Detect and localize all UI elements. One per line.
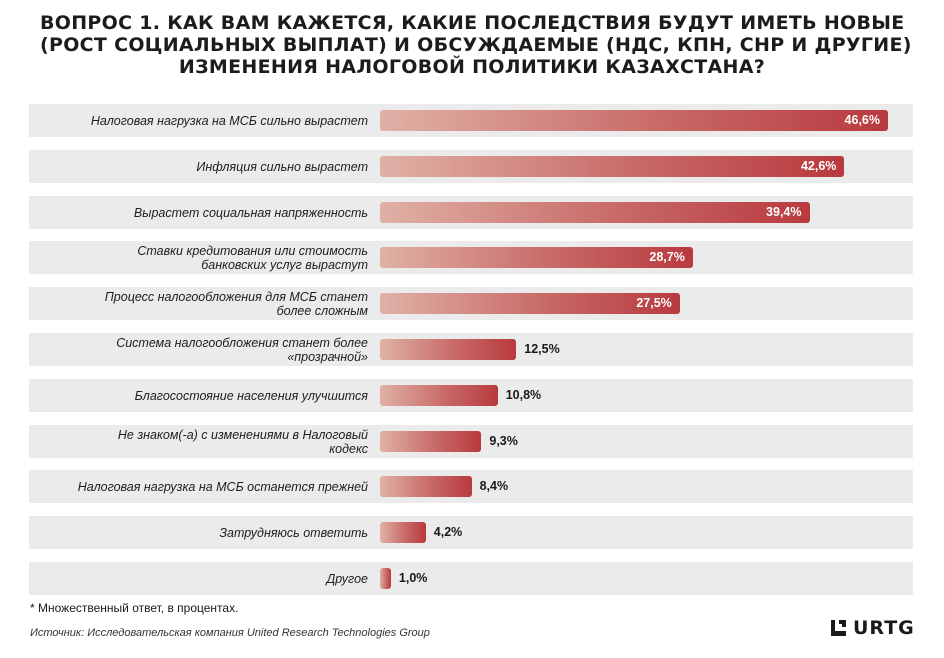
bar: [380, 247, 693, 268]
title-line-1: ВОПРОС 1. КАК ВАМ КАЖЕТСЯ, КАКИЕ ПОСЛЕДС…: [40, 12, 905, 34]
category-label-line: Налоговая нагрузка на МСБ сильно вырасте…: [90, 113, 368, 128]
category-label-line: Ставки кредитования или стоимость: [137, 243, 368, 258]
category-label: Другое: [28, 562, 368, 595]
category-label: Благосостояние населения улучшится: [28, 379, 368, 412]
bar: [380, 293, 680, 314]
category-label-line: Не знаком(-а) с изменениями в Налоговый: [117, 427, 368, 442]
category-label: Не знаком(-а) с изменениями в Налоговый к…: [28, 425, 368, 458]
category-label-line: Инфляция сильно вырастет: [196, 159, 368, 174]
data-label: 1,0%: [398, 571, 428, 585]
bar: [380, 110, 888, 131]
logo-mark-icon: [831, 620, 846, 636]
data-label: 42,6%: [800, 159, 837, 173]
category-label-line: Затрудняюсь ответить: [219, 525, 368, 540]
chart-title: ВОПРОС 1. КАК ВАМ КАЖЕТСЯ, КАКИЕ ПОСЛЕДС…: [40, 12, 912, 78]
category-label: Налоговая нагрузка на МСБ останется преж…: [28, 470, 368, 503]
data-label: 10,8%: [505, 388, 542, 402]
category-label-line: Вырастет социальная напряженность: [133, 205, 368, 220]
source-text: Источник: Исследовательская компания Uni…: [30, 627, 430, 639]
bar: [380, 202, 810, 223]
row-background: [29, 516, 913, 549]
bar: [380, 339, 517, 360]
category-label: Инфляция сильно вырастет: [28, 150, 368, 183]
row-background: [29, 562, 913, 595]
data-label: 28,7%: [649, 250, 685, 264]
title-line-2: (РОСТ СОЦИАЛЬНЫХ ВЫПЛАТ) И ОБСУЖДАЕМЫЕ (…: [40, 34, 912, 56]
data-label: 4,2%: [433, 525, 463, 539]
category-label: Ставки кредитования или стоимость банковс…: [28, 241, 368, 274]
category-label-line: более сложным: [276, 303, 368, 318]
category-label: Система налогообложения станет более «про…: [28, 333, 368, 366]
bar: [380, 431, 482, 452]
data-label: 46,6%: [844, 113, 880, 127]
data-label: 27,5%: [636, 296, 672, 310]
category-label-line: кодекс: [329, 441, 368, 456]
data-label: 9,3%: [489, 434, 518, 448]
bar: [380, 156, 845, 177]
category-label: Процесс налогообложения для МСБ станет бо…: [28, 287, 368, 320]
category-label-line: Процесс налогообложения для МСБ станет: [104, 289, 368, 304]
category-label-line: Система налогообложения станет более: [116, 335, 368, 350]
bar: [380, 385, 498, 406]
footnote: * Множественный ответ, в процентах.: [30, 601, 239, 615]
data-label: 39,4%: [766, 205, 802, 219]
category-label-line: Благосостояние населения улучшится: [134, 388, 368, 403]
category-label-line: «прозрачной»: [287, 349, 368, 364]
bar: [380, 476, 472, 497]
category-label-line: Налоговая нагрузка на МСБ останется преж…: [77, 479, 368, 494]
category-label: Вырастет социальная напряженность: [28, 196, 368, 229]
category-label: Затрудняюсь ответить: [28, 516, 368, 549]
title-line-3: ИЗМЕНЕНИЯ НАЛОГОВОЙ ПОЛИТИКИ КАЗАХСТАНА?: [178, 56, 766, 78]
data-label: 12,5%: [524, 342, 560, 356]
category-label: Налоговая нагрузка на МСБ сильно вырасте…: [28, 104, 368, 137]
data-label: 8,4%: [479, 479, 509, 493]
bar: [380, 522, 426, 543]
bar: [380, 568, 391, 589]
logo-text: URTG: [853, 617, 915, 639]
category-label-line: Другое: [326, 571, 368, 586]
category-label-line: банковских услуг вырастут: [201, 257, 368, 272]
logo: URTG: [829, 617, 915, 639]
